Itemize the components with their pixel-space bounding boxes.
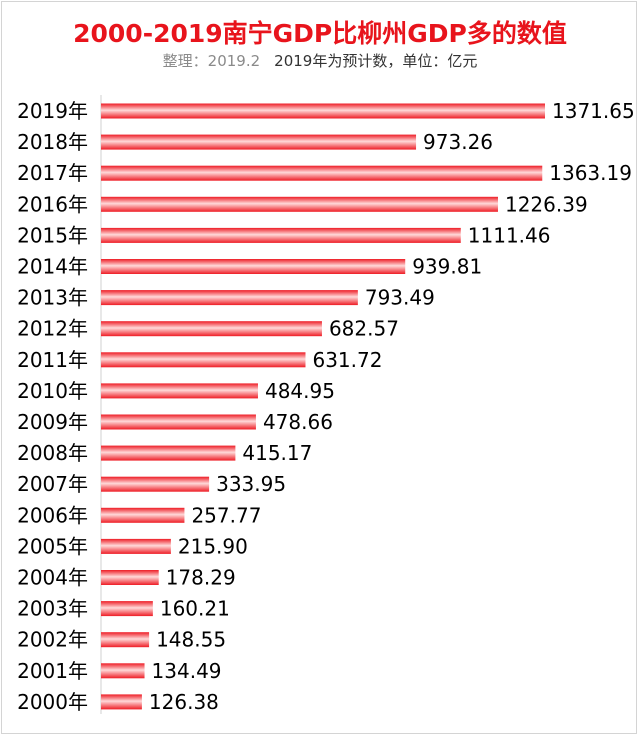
value-label: 1226.39: [505, 192, 588, 216]
value-label: 631.72: [312, 348, 382, 372]
bar: [101, 103, 545, 119]
value-label: 1371.65: [552, 99, 635, 123]
value-label: 973.26: [423, 130, 493, 154]
category-label: 2014年: [17, 255, 88, 279]
bar: [101, 414, 256, 430]
category-label: 2017年: [17, 161, 88, 185]
chart-title: 2000-2019南宁GDP比柳州GDP多的数值: [73, 19, 567, 48]
bar: [101, 352, 306, 368]
value-label: 939.81: [412, 255, 482, 279]
value-label: 134.49: [152, 659, 222, 683]
category-label: 2012年: [17, 317, 88, 341]
category-label: 2016年: [17, 192, 88, 216]
bar: [101, 227, 461, 243]
bar: [101, 538, 171, 554]
bar: [101, 570, 159, 585]
bar: [101, 632, 150, 648]
category-label: 2008年: [17, 441, 88, 465]
bar: [101, 507, 185, 523]
category-label: 2013年: [17, 286, 88, 310]
bar: [101, 694, 142, 710]
category-label: 2009年: [17, 410, 88, 434]
category-label: 2004年: [17, 566, 88, 590]
value-label: 257.77: [191, 503, 261, 527]
category-label: 2015年: [17, 223, 88, 247]
category-label: 2003年: [17, 597, 88, 621]
category-label: 2002年: [17, 628, 88, 652]
category-label: 2005年: [17, 534, 88, 558]
bar: [101, 476, 210, 492]
bar: [101, 663, 145, 679]
value-label: 478.66: [263, 410, 333, 434]
bar: [101, 445, 236, 461]
bar: [101, 601, 153, 617]
bar: [101, 259, 406, 274]
category-label: 2018年: [17, 130, 88, 154]
value-label: 178.29: [166, 566, 236, 590]
category-label: 2006年: [17, 503, 88, 527]
category-label: 2011年: [17, 348, 88, 372]
bar: [101, 165, 543, 181]
category-label: 2001年: [17, 659, 88, 683]
value-label: 484.95: [265, 379, 335, 403]
value-label: 682.57: [329, 317, 399, 341]
value-label: 333.95: [216, 472, 286, 496]
value-label: 1111.46: [468, 223, 551, 247]
value-label: 215.90: [178, 534, 248, 558]
value-label: 160.21: [160, 597, 230, 621]
unit-note: 2019年为预计数，单位：亿元: [274, 52, 478, 70]
category-label: 2000年: [17, 690, 88, 714]
chart-subtitle: 整理：2019.2 2019年为预计数，单位：亿元: [0, 50, 640, 71]
value-label: 126.38: [149, 690, 219, 714]
category-label: 2019年: [17, 99, 88, 123]
category-label: 2007年: [17, 472, 88, 496]
value-label: 1363.19: [549, 161, 632, 185]
bar: [101, 321, 322, 337]
category-label: 2010年: [17, 379, 88, 403]
bar: [101, 134, 417, 150]
value-label: 793.49: [365, 286, 435, 310]
bar: [101, 290, 358, 306]
value-label: 415.17: [242, 441, 312, 465]
credit-text: 整理：2019.2: [162, 52, 261, 70]
value-label: 148.55: [156, 628, 226, 652]
bar: [101, 383, 258, 399]
bar: [101, 196, 498, 212]
